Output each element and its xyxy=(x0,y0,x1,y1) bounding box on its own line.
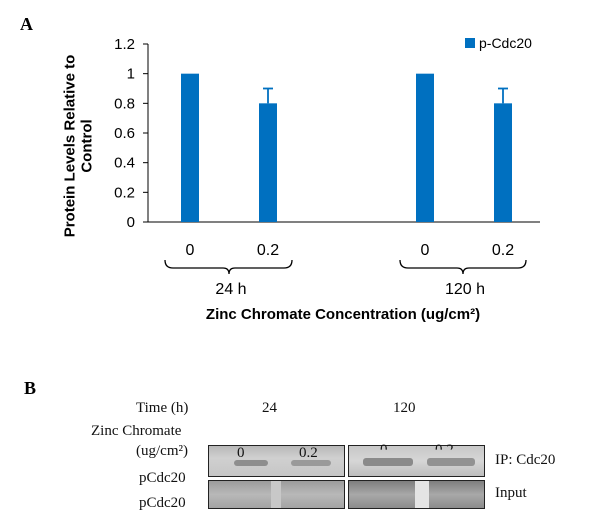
blot-ip-24h xyxy=(208,445,345,477)
legend-label: p-Cdc20 xyxy=(479,35,532,51)
group-label-1: 120 h xyxy=(445,281,485,298)
row-label-ip: pCdc20 xyxy=(139,470,186,486)
legend-swatch xyxy=(465,38,475,48)
group-bracket-0 xyxy=(164,259,293,275)
x-axis-label: Zinc Chromate Concentration (ug/cm²) xyxy=(206,306,480,323)
x-tick-label-2: 0 xyxy=(421,242,430,259)
group-label-0: 24 h xyxy=(215,281,246,298)
bar-1 xyxy=(259,103,277,222)
blot-input-24h xyxy=(208,480,345,509)
bar-3 xyxy=(494,103,512,222)
zinc-label-line1: Zinc Chromate xyxy=(91,423,182,439)
y-tick-label-1: 0.2 xyxy=(114,184,135,201)
panel-a-label: A xyxy=(20,14,33,34)
bar-0 xyxy=(181,73,199,223)
x-axis-groups: 24 h 120 h xyxy=(164,259,527,298)
x-tick-label-3: 0.2 xyxy=(492,242,514,259)
y-tick-label-2: 0.4 xyxy=(114,155,135,172)
label-ip-cdc20: IP: Cdc20 xyxy=(495,452,556,468)
y-tick-label-3: 0.6 xyxy=(114,125,135,142)
x-tick-label-1: 0.2 xyxy=(257,242,279,259)
y-tick-label-0: 0 xyxy=(127,214,135,231)
x-tick-label-0: 0 xyxy=(186,242,195,259)
blot-input-120h xyxy=(348,480,485,509)
blot-ip-120h xyxy=(348,445,485,477)
y-axis: 0 0.2 0.4 0.6 0.8 1 1.2 xyxy=(114,36,540,231)
group-bracket-1 xyxy=(399,259,527,275)
conc-2: 0.2 xyxy=(299,445,318,461)
panel-b-label: B xyxy=(24,378,37,398)
y-axis-label-line2: Control xyxy=(79,119,96,172)
zinc-label-line2: (ug/cm²) xyxy=(136,443,188,459)
row-label-input: pCdc20 xyxy=(139,495,186,511)
y-axis-label-line1: Protein Levels Relative to xyxy=(61,55,78,238)
y-tick-label-6: 1.2 xyxy=(114,36,135,53)
time-label: Time (h) xyxy=(136,400,189,416)
conc-3: 0 xyxy=(380,442,388,450)
conc-1: 0 xyxy=(237,445,245,461)
bar-chart: 0 0.2 0.4 0.6 0.8 1 1.2 0 0.2 0 0.2 24 h 120 h Pro… xyxy=(61,35,540,323)
bar-2 xyxy=(416,73,434,223)
conc-4: 0.2 xyxy=(435,442,454,450)
time-24: 24 xyxy=(262,400,277,416)
bar-series: 0 0.2 0 0.2 xyxy=(181,73,514,259)
time-120: 120 xyxy=(393,400,416,416)
label-input: Input xyxy=(495,485,527,501)
y-tick-label-4: 0.8 xyxy=(114,95,135,112)
y-axis-label: Protein Levels Relative toControl xyxy=(61,55,95,238)
y-tick-label-5: 1 xyxy=(127,66,135,83)
